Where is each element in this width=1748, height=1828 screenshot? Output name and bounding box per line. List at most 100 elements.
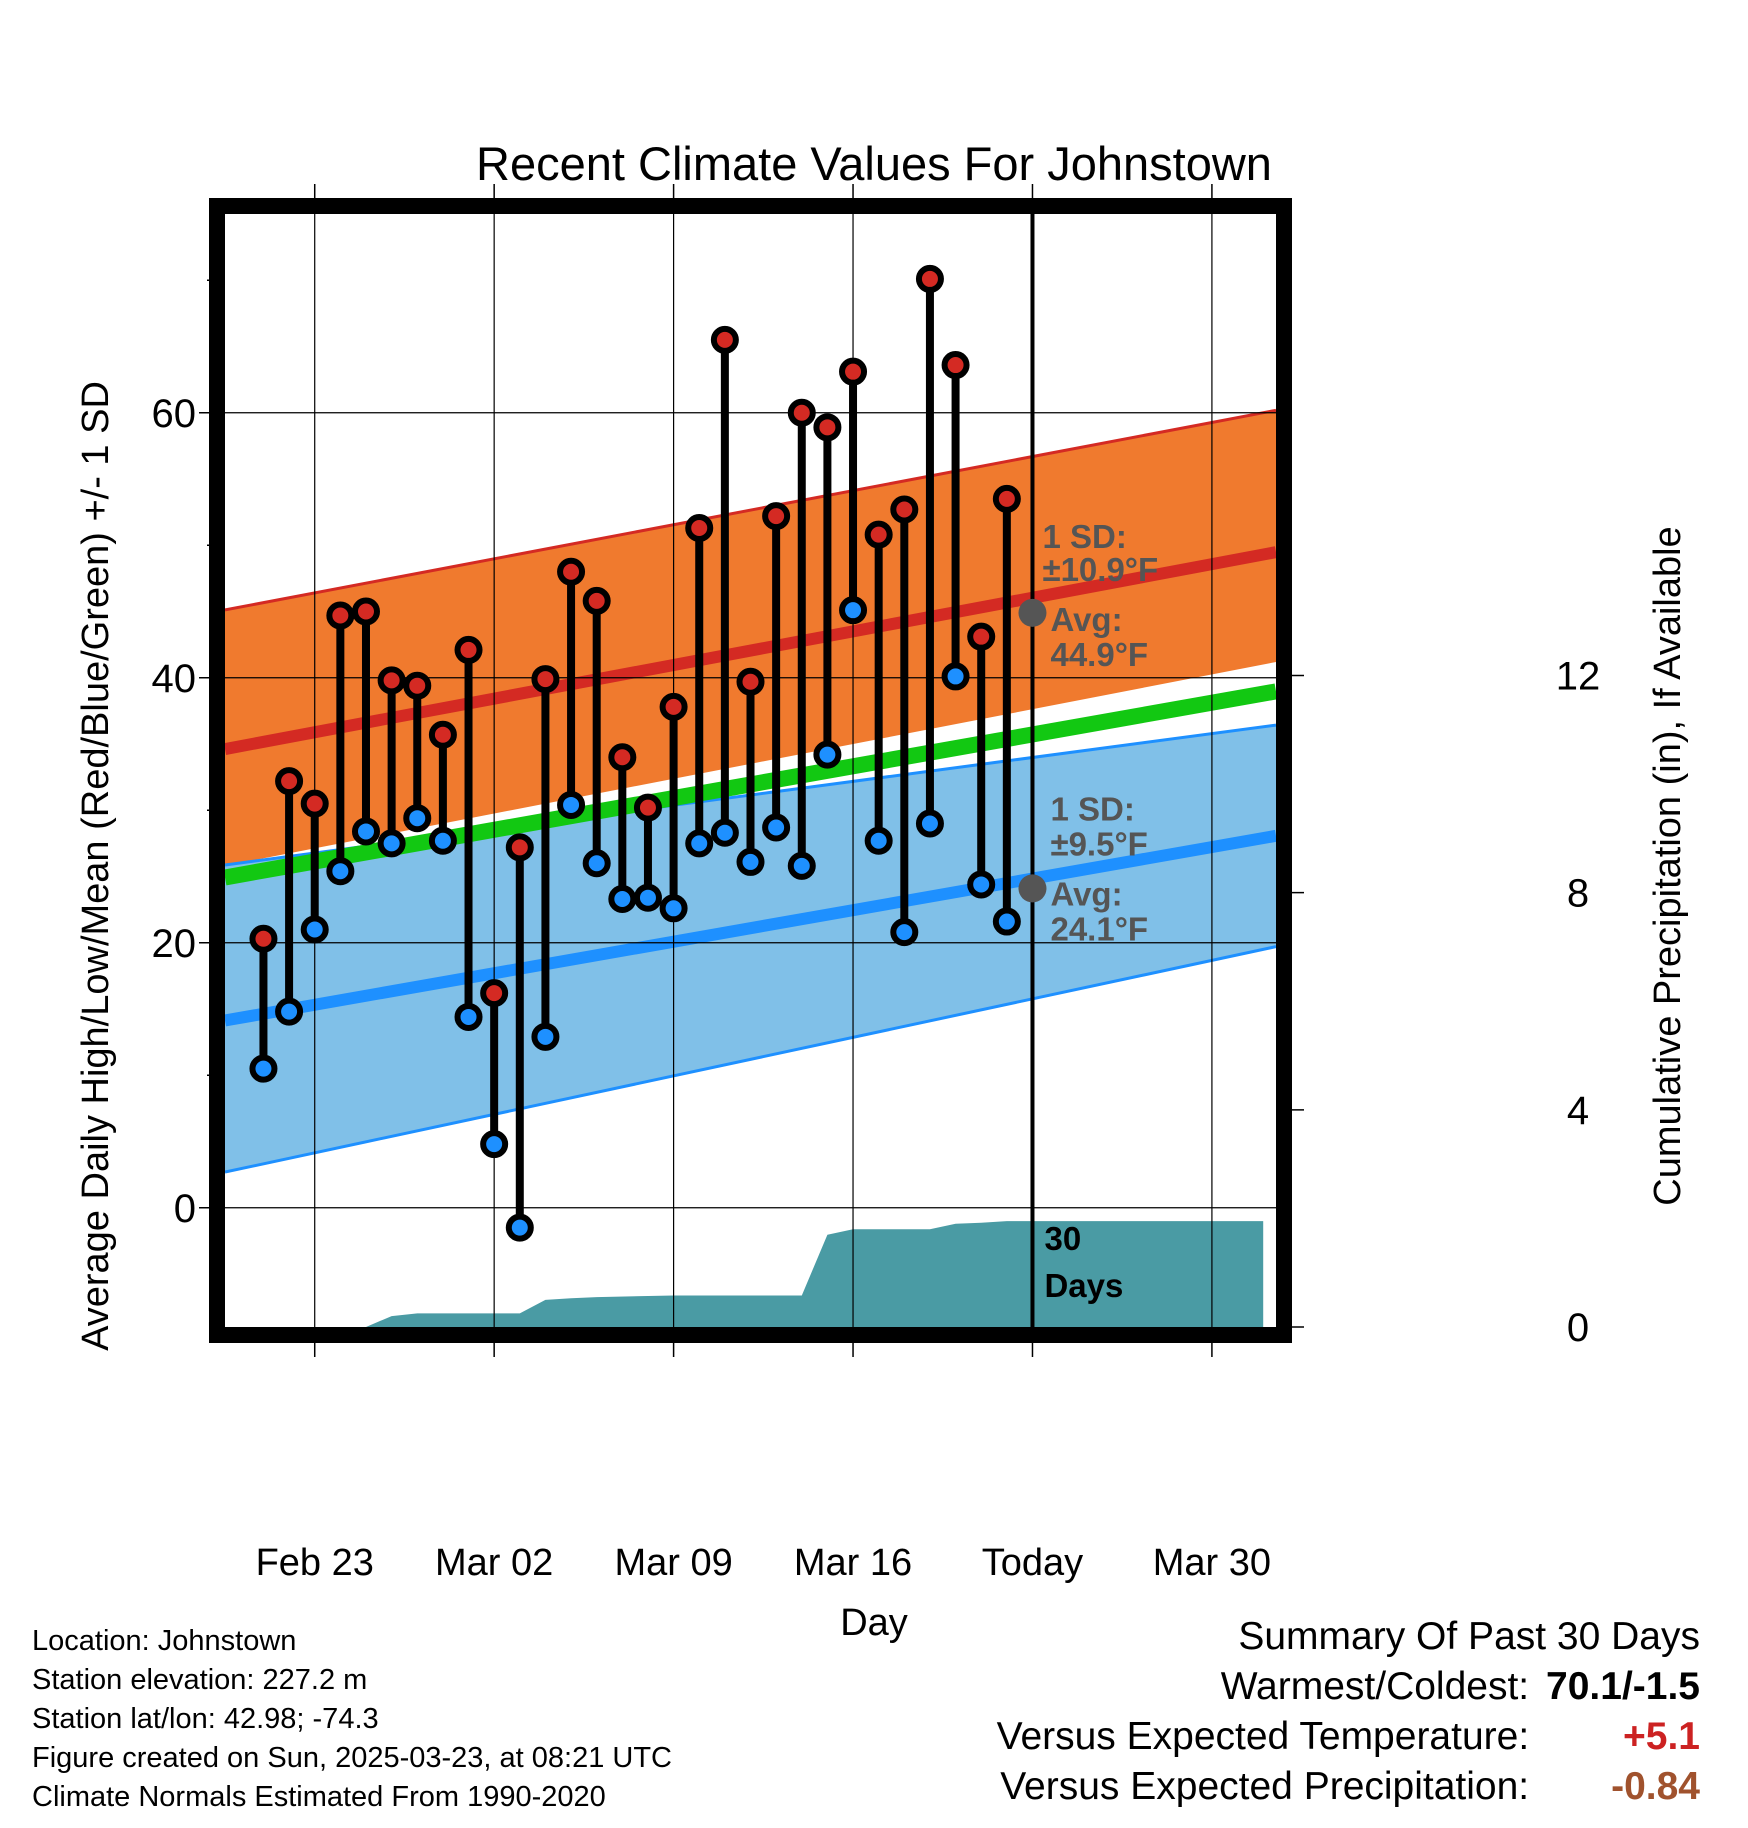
x-tick-label: Today (982, 1542, 1083, 1584)
low-temp-point (428, 826, 457, 855)
low-temp-point (890, 918, 919, 947)
precip-area (237, 1221, 1264, 1327)
days-count-number: 30 (1044, 1220, 1081, 1257)
low-temp-point (813, 740, 842, 769)
precip-vs-expected-label: Versus Expected Precipitation: (1000, 1765, 1530, 1808)
high-temp-point (608, 743, 637, 772)
chart-title: Recent Climate Values For Johnstown (476, 137, 1272, 190)
low-temp-point (249, 1054, 278, 1083)
high-temp-point (839, 357, 868, 386)
high-sd-value: ±10.9°F (1042, 551, 1158, 588)
high-temp-point (249, 924, 278, 953)
high-avg-label: Avg: (1050, 601, 1122, 638)
y-tick-label: 0 (174, 1187, 196, 1231)
high-temp-point (864, 520, 893, 549)
low-temp-point (505, 1213, 534, 1242)
x-tick-label: Mar 09 (614, 1542, 732, 1584)
high-temp-point (915, 264, 944, 293)
y2-tick-label: 12 (1556, 654, 1601, 698)
high-sd-label: 1 SD: (1042, 518, 1126, 555)
high-temp-point (454, 635, 483, 664)
high-temp-point (428, 720, 457, 749)
high-temp-point (275, 767, 304, 796)
low-temp-point (992, 907, 1021, 936)
precip-vs-expected-row: Versus Expected Precipitation: -0.84 (997, 1762, 1700, 1812)
temp-vs-expected-label: Versus Expected Temperature: (996, 1715, 1530, 1758)
low-avg-label: Avg: (1050, 875, 1122, 912)
low-temp-point (300, 915, 329, 944)
high-temp-point (967, 622, 996, 651)
high-normal-line (225, 546, 1276, 755)
low-temp-point (685, 829, 714, 858)
low-sd-label: 1 SD: (1050, 790, 1134, 827)
high-temp-point (351, 597, 380, 626)
high-temp-point (787, 398, 816, 427)
low-avg-value: 24.1°F (1050, 910, 1148, 947)
low-temp-point (351, 817, 380, 846)
high-temp-point (813, 413, 842, 442)
high-temp-point (633, 793, 662, 822)
low-temp-point (787, 851, 816, 880)
low-temp-point (377, 829, 406, 858)
high-temp-point (710, 325, 739, 354)
low-temp-point (633, 883, 662, 912)
y-tick-label: 20 (152, 922, 197, 966)
high-temp-point (326, 601, 355, 630)
low-temp-point (915, 809, 944, 838)
x-tick-label: Mar 30 (1153, 1542, 1271, 1584)
y-tick-label: 60 (152, 392, 197, 436)
low-sd-lower-line (225, 945, 1276, 1174)
y2-tick-label: 4 (1567, 1089, 1589, 1133)
summary-title: Summary Of Past 30 Days (1238, 1615, 1700, 1658)
x-axis-label: Day (840, 1602, 908, 1644)
warmest-coldest-label: Warmest/Coldest: (1220, 1665, 1530, 1708)
x-tick-label: Mar 02 (435, 1542, 553, 1584)
y-axis-label: Average Daily High/Low/Mean (Red/Blue/Gr… (75, 381, 117, 1351)
low-temp-point (480, 1130, 509, 1159)
x-tick-label: Mar 16 (794, 1542, 912, 1584)
days-count-label: Days (1044, 1267, 1123, 1304)
high-temp-point (659, 692, 688, 721)
low-temp-point (608, 885, 637, 914)
today-high-avg-marker (1018, 598, 1047, 627)
location-text: Location: Johnstown (32, 1625, 297, 1657)
low-temp-point (531, 1022, 560, 1051)
high-temp-point (582, 586, 611, 615)
precip-vs-expected-value: -0.84 (1611, 1765, 1700, 1808)
x-tick-label: Feb 23 (256, 1542, 374, 1584)
normals-text: Climate Normals Estimated From 1990-2020 (32, 1781, 606, 1813)
high-temp-point (890, 495, 919, 524)
low-temp-point (326, 857, 355, 886)
y-tick-label: 40 (152, 657, 197, 701)
elevation-text: Station elevation: 227.2 m (32, 1664, 368, 1696)
low-temp-point (557, 790, 586, 819)
temp-vs-expected-value: +5.1 (1623, 1715, 1700, 1758)
low-temp-point (454, 1002, 483, 1031)
station-info: Location: Johnstown Station elevation: 2… (32, 1622, 672, 1817)
high-sd-band (225, 410, 1276, 866)
low-temp-point (403, 804, 432, 833)
low-sd-value: ±9.5°F (1050, 825, 1147, 862)
high-temp-point (377, 666, 406, 695)
plot-content (225, 214, 1276, 1327)
y2-axis-label: Cumulative Precipitation (in), If Availa… (1647, 526, 1689, 1205)
high-temp-point (403, 671, 432, 700)
low-temp-point (736, 847, 765, 876)
low-temp-point (839, 596, 868, 625)
low-temp-point (941, 662, 970, 691)
low-temp-point (710, 818, 739, 847)
low-temp-point (659, 894, 688, 923)
high-temp-point (762, 502, 791, 531)
y2-tick-label: 8 (1567, 872, 1589, 916)
latlon-text: Station lat/lon: 42.98; -74.3 (32, 1703, 379, 1735)
high-temp-point (300, 789, 329, 818)
high-sd-upper-line (225, 408, 1276, 612)
high-avg-value: 44.9°F (1050, 636, 1148, 673)
created-text: Figure created on Sun, 2025-03-23, at 08… (32, 1742, 672, 1774)
high-temp-point (992, 484, 1021, 513)
plot-frame (209, 198, 1292, 1343)
low-temp-point (864, 826, 893, 855)
temp-vs-expected-row: Versus Expected Temperature: +5.1 (997, 1712, 1700, 1762)
high-temp-point (736, 667, 765, 696)
